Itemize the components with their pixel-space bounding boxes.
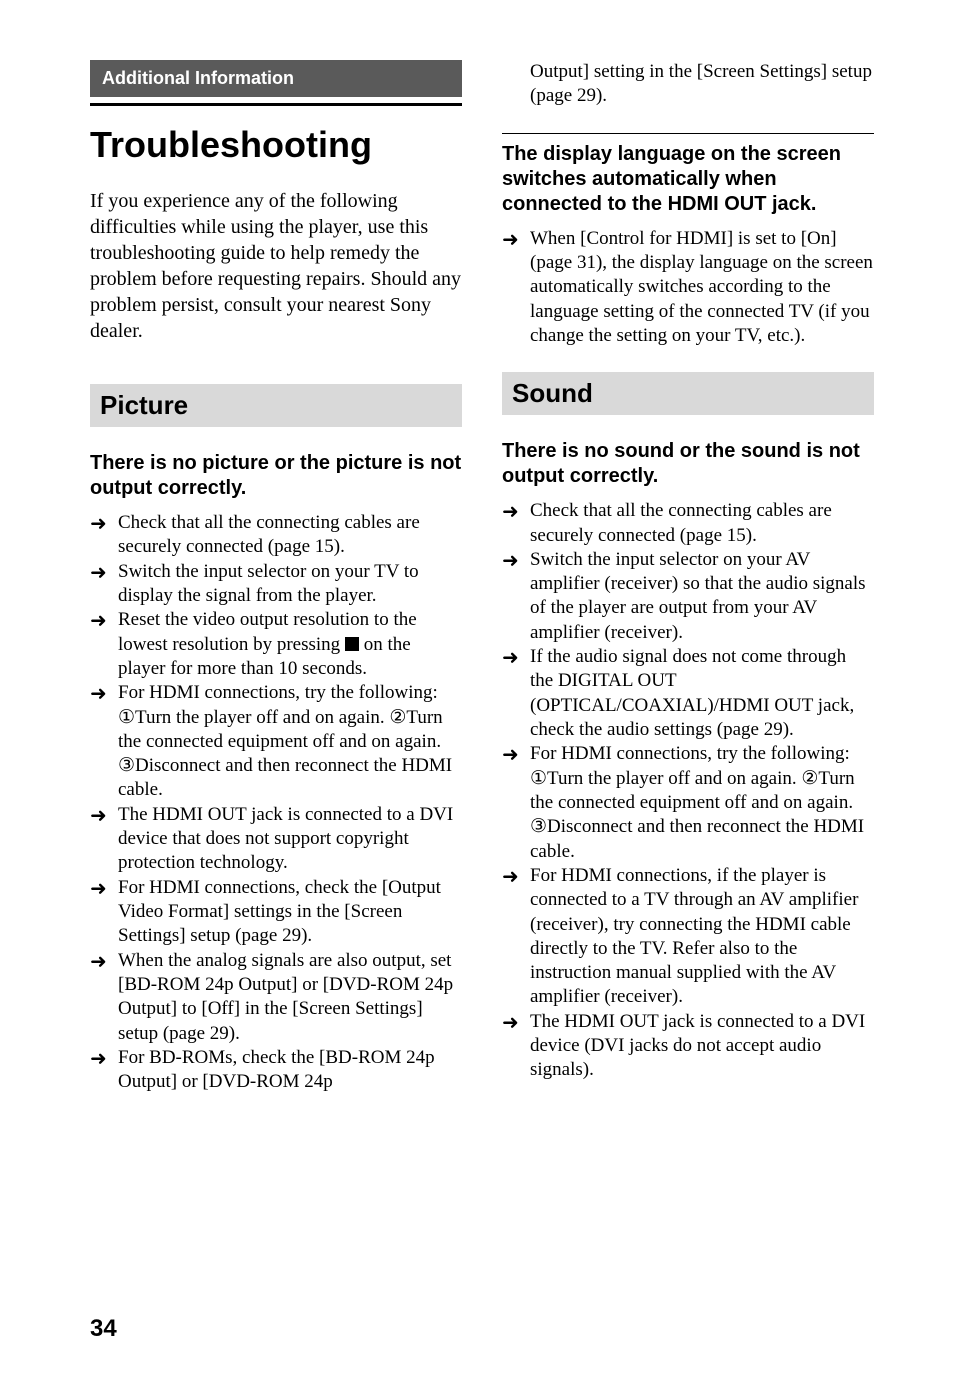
list-item: ➜ For BD-ROMs, check the [BD-ROM 24p Out…	[90, 1046, 462, 1095]
item-text: Check that all the connecting cables are…	[118, 511, 462, 560]
list-item: ➜ The HDMI OUT jack is connected to a DV…	[90, 803, 462, 876]
arrow-icon: ➜	[502, 1010, 530, 1035]
item-text: Check that all the connecting cables are…	[530, 499, 874, 548]
arrow-icon: ➜	[90, 608, 118, 633]
continuation-paragraph: Output] setting in the [Screen Settings]…	[502, 60, 874, 109]
arrow-icon: ➜	[90, 803, 118, 828]
arrow-icon: ➜	[90, 511, 118, 536]
arrow-icon: ➜	[502, 548, 530, 573]
item-text: For HDMI connections, if the player is c…	[530, 864, 874, 1010]
two-column-layout: Additional Information Troubleshooting I…	[90, 60, 874, 1119]
list-item: ➜ Check that all the connecting cables a…	[502, 499, 874, 548]
section-header: Additional Information	[90, 60, 462, 97]
topic-title-no-picture: There is no picture or the picture is no…	[90, 451, 462, 501]
list-item: ➜ For HDMI connections, if the player is…	[502, 864, 874, 1010]
item-text: The HDMI OUT jack is connected to a DVI …	[118, 803, 462, 876]
list-item: ➜ For HDMI connections, try the followin…	[90, 681, 462, 803]
arrow-icon: ➜	[502, 645, 530, 670]
arrow-icon: ➜	[502, 864, 530, 889]
item-text: The HDMI OUT jack is connected to a DVI …	[530, 1010, 874, 1083]
list-item: ➜ When the analog signals are also outpu…	[90, 949, 462, 1046]
topic-title-no-sound: There is no sound or the sound is not ou…	[502, 439, 874, 489]
stop-icon	[345, 637, 359, 651]
item-text: When the analog signals are also output,…	[118, 949, 462, 1046]
arrow-icon: ➜	[502, 227, 530, 252]
arrow-icon: ➜	[90, 949, 118, 974]
picture-topic1-list: ➜ Check that all the connecting cables a…	[90, 511, 462, 1095]
item-text: Switch the input selector on your AV amp…	[530, 548, 874, 645]
list-item: ➜ Reset the video output resolution to t…	[90, 608, 462, 681]
subsection-sound: Sound	[502, 372, 874, 415]
arrow-icon: ➜	[90, 1046, 118, 1071]
list-item: ➜ When [Control for HDMI] is set to [On]…	[502, 227, 874, 349]
item-text: Reset the video output resolution to the…	[118, 608, 462, 681]
section-rule	[90, 103, 462, 106]
list-item: ➜ Check that all the connecting cables a…	[90, 511, 462, 560]
topic-title-display-language: The display language on the screen switc…	[502, 142, 874, 217]
list-item: ➜ For HDMI connections, check the [Outpu…	[90, 876, 462, 949]
list-item: ➜ If the audio signal does not come thro…	[502, 645, 874, 742]
arrow-icon: ➜	[90, 876, 118, 901]
item-text: For BD-ROMs, check the [BD-ROM 24p Outpu…	[118, 1046, 462, 1095]
arrow-icon: ➜	[90, 560, 118, 585]
item-text: When [Control for HDMI] is set to [On] (…	[530, 227, 874, 349]
list-item: ➜ Switch the input selector on your AV a…	[502, 548, 874, 645]
list-item: ➜ For HDMI connections, try the followin…	[502, 742, 874, 864]
picture-topic2-list: ➜ When [Control for HDMI] is set to [On]…	[502, 227, 874, 349]
topic-rule	[502, 133, 874, 134]
item-text: If the audio signal does not come throug…	[530, 645, 874, 742]
arrow-icon: ➜	[502, 742, 530, 767]
right-column: Output] setting in the [Screen Settings]…	[502, 60, 874, 1119]
sound-topic1-list: ➜ Check that all the connecting cables a…	[502, 499, 874, 1083]
item-text: For HDMI connections, try the following:…	[118, 681, 462, 803]
intro-paragraph: If you experience any of the following d…	[90, 188, 462, 344]
left-column: Additional Information Troubleshooting I…	[90, 60, 462, 1119]
arrow-icon: ➜	[502, 499, 530, 524]
page-number: 34	[90, 1315, 117, 1343]
item-text: For HDMI connections, try the following:…	[530, 742, 874, 864]
main-title: Troubleshooting	[90, 124, 462, 166]
item-text: Switch the input selector on your TV to …	[118, 560, 462, 609]
item-text: For HDMI connections, check the [Output …	[118, 876, 462, 949]
arrow-icon: ➜	[90, 681, 118, 706]
subsection-picture: Picture	[90, 384, 462, 427]
list-item: ➜ Switch the input selector on your TV t…	[90, 560, 462, 609]
list-item: ➜ The HDMI OUT jack is connected to a DV…	[502, 1010, 874, 1083]
